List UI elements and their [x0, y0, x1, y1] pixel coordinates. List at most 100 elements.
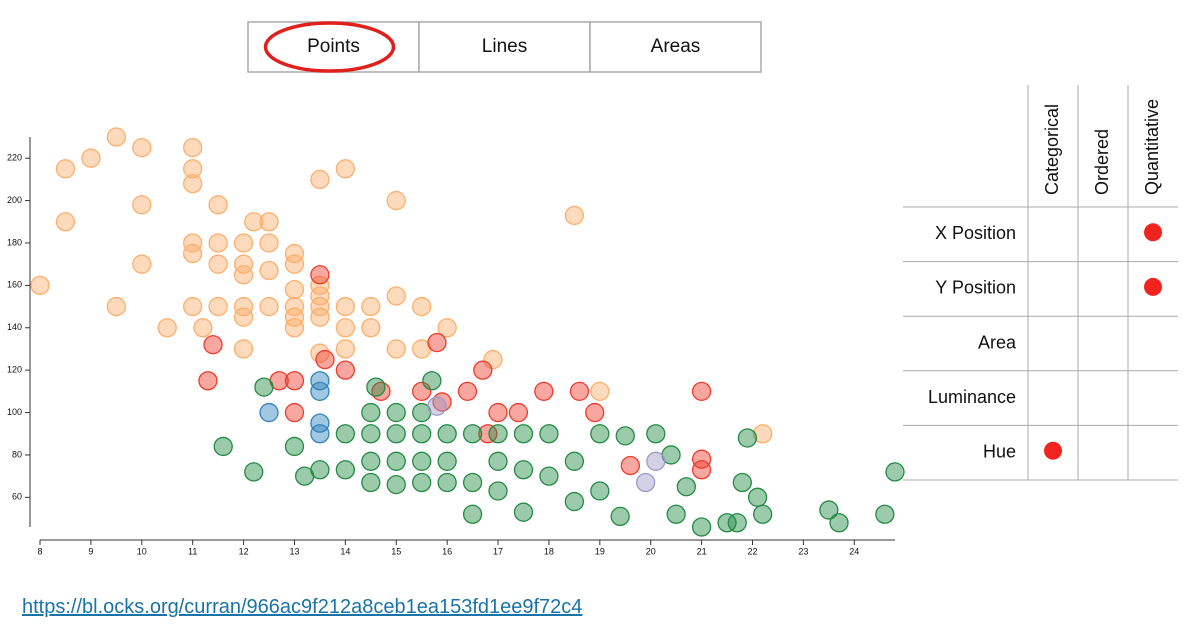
- point: [386, 402, 406, 423]
- point: [183, 137, 203, 158]
- point: [183, 296, 203, 317]
- point: [386, 474, 406, 495]
- point: [284, 371, 305, 391]
- point: [691, 460, 712, 480]
- point: [483, 349, 503, 370]
- point: [310, 265, 330, 285]
- point: [412, 472, 432, 493]
- point: [732, 472, 752, 493]
- tab[interactable]: [418, 21, 591, 73]
- point: [198, 371, 218, 391]
- tab-label[interactable]: Lines: [482, 36, 527, 57]
- point: [508, 402, 529, 423]
- tab[interactable]: [247, 21, 420, 73]
- x-tick-label: 9: [88, 546, 93, 556]
- point: [315, 349, 335, 370]
- point: [676, 477, 696, 497]
- point: [412, 424, 432, 444]
- point: [620, 455, 641, 476]
- point: [691, 449, 712, 469]
- point: [829, 513, 849, 533]
- point: [473, 360, 493, 380]
- point: [310, 307, 330, 327]
- point: [488, 424, 508, 444]
- point: [310, 371, 330, 391]
- point: [233, 307, 254, 327]
- x-tick-label: 13: [289, 546, 299, 556]
- x-tick-label: 10: [137, 546, 147, 556]
- column-header: Categorical: [1042, 104, 1062, 195]
- y-tick-label: 160: [7, 280, 22, 290]
- point: [284, 254, 305, 274]
- point: [727, 513, 747, 533]
- point: [55, 159, 76, 179]
- point: [132, 195, 152, 215]
- point: [233, 254, 254, 274]
- point: [513, 424, 534, 444]
- marker-dot: [1144, 223, 1162, 242]
- point: [132, 254, 152, 274]
- point: [462, 472, 483, 493]
- point: [646, 424, 666, 444]
- point: [193, 318, 213, 338]
- tab-label[interactable]: Areas: [651, 36, 701, 57]
- point: [590, 481, 610, 501]
- x-tick-label: 20: [646, 546, 656, 556]
- point: [386, 190, 406, 211]
- point: [55, 212, 76, 232]
- point: [564, 451, 585, 471]
- x-tick-label: 22: [747, 546, 757, 556]
- y-tick-label: 200: [7, 195, 22, 205]
- point: [361, 296, 381, 317]
- marker-dot: [1144, 277, 1162, 296]
- point: [875, 504, 895, 524]
- point: [539, 466, 559, 486]
- point: [361, 451, 381, 471]
- point: [513, 460, 534, 480]
- tab[interactable]: [589, 21, 762, 73]
- point: [422, 371, 442, 391]
- gist-link[interactable]: https://bl.ocks.org/curran/966ac9f212a8c…: [22, 596, 583, 618]
- point: [208, 233, 228, 253]
- point: [610, 506, 630, 527]
- tab-label[interactable]: Points: [307, 36, 360, 57]
- point: [386, 451, 406, 471]
- x-tick-label: 18: [544, 546, 554, 556]
- point: [310, 169, 330, 190]
- point: [30, 275, 50, 296]
- point: [437, 451, 457, 471]
- point: [412, 451, 432, 471]
- point: [284, 436, 305, 457]
- point: [335, 339, 356, 359]
- x-tick-label: 8: [37, 546, 42, 556]
- point: [335, 460, 356, 480]
- point: [310, 275, 330, 296]
- point: [81, 148, 101, 168]
- y-tick-label: 60: [12, 492, 22, 502]
- point: [427, 332, 447, 353]
- point: [753, 424, 773, 444]
- point: [753, 504, 773, 524]
- y-tick-label: 100: [7, 407, 22, 417]
- point: [259, 402, 279, 423]
- point: [386, 339, 406, 359]
- point: [366, 377, 386, 397]
- point: [437, 318, 457, 338]
- point: [106, 296, 126, 317]
- point: [244, 462, 264, 482]
- x-tick-label: 24: [849, 546, 859, 556]
- point: [213, 436, 233, 457]
- point: [208, 254, 228, 274]
- x-tick-label: 19: [595, 546, 605, 556]
- point: [457, 381, 478, 401]
- x-tick-label: 16: [442, 546, 452, 556]
- point: [233, 233, 254, 253]
- point: [539, 424, 559, 444]
- point: [564, 205, 585, 226]
- x-tick-label: 11: [188, 546, 197, 556]
- point: [478, 424, 498, 444]
- x-tick-label: 14: [340, 546, 350, 556]
- point: [335, 424, 356, 444]
